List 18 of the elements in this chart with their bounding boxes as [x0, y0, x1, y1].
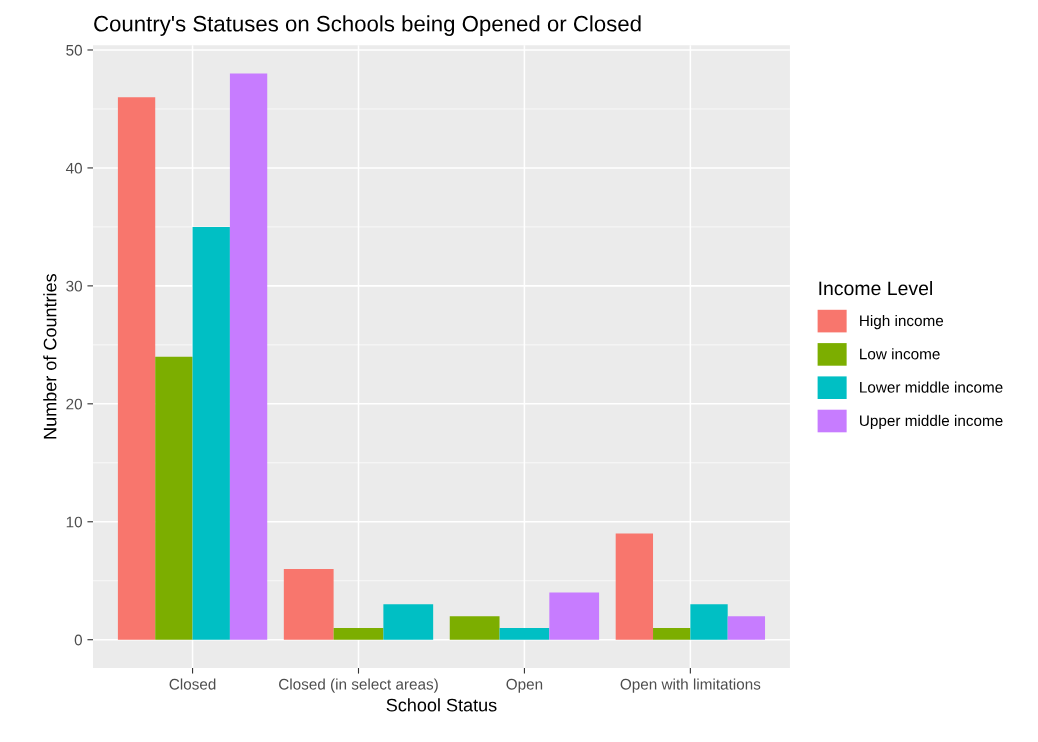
legend-title: Income Level — [819, 280, 932, 296]
y-axis-title: Number of Countries — [43, 274, 57, 439]
chart-title: Country's Statuses on Schools being Opened or Closed — [94, 15, 641, 36]
legend-label: Low income — [860, 348, 940, 360]
x-tick-label: Open with limitations — [620, 678, 761, 693]
y-tick-label: 0 — [74, 634, 82, 646]
y-tick-label: 50 — [66, 44, 82, 56]
legend-label: Lower middle income — [860, 381, 1003, 393]
y-tick-label: 10 — [66, 516, 82, 528]
y-tick-label: 40 — [65, 162, 82, 174]
x-tick-label: Open — [506, 678, 543, 693]
x-tick-label: Closed (in select areas) — [279, 678, 438, 693]
y-tick-label: 30 — [66, 280, 82, 292]
x-tick-label: Closed — [169, 678, 216, 690]
legend-label: High income — [860, 314, 944, 330]
x-axis-title: School Status — [386, 698, 497, 712]
legend-label: Upper middle income — [860, 414, 1003, 430]
y-tick-label: 20 — [66, 398, 82, 410]
